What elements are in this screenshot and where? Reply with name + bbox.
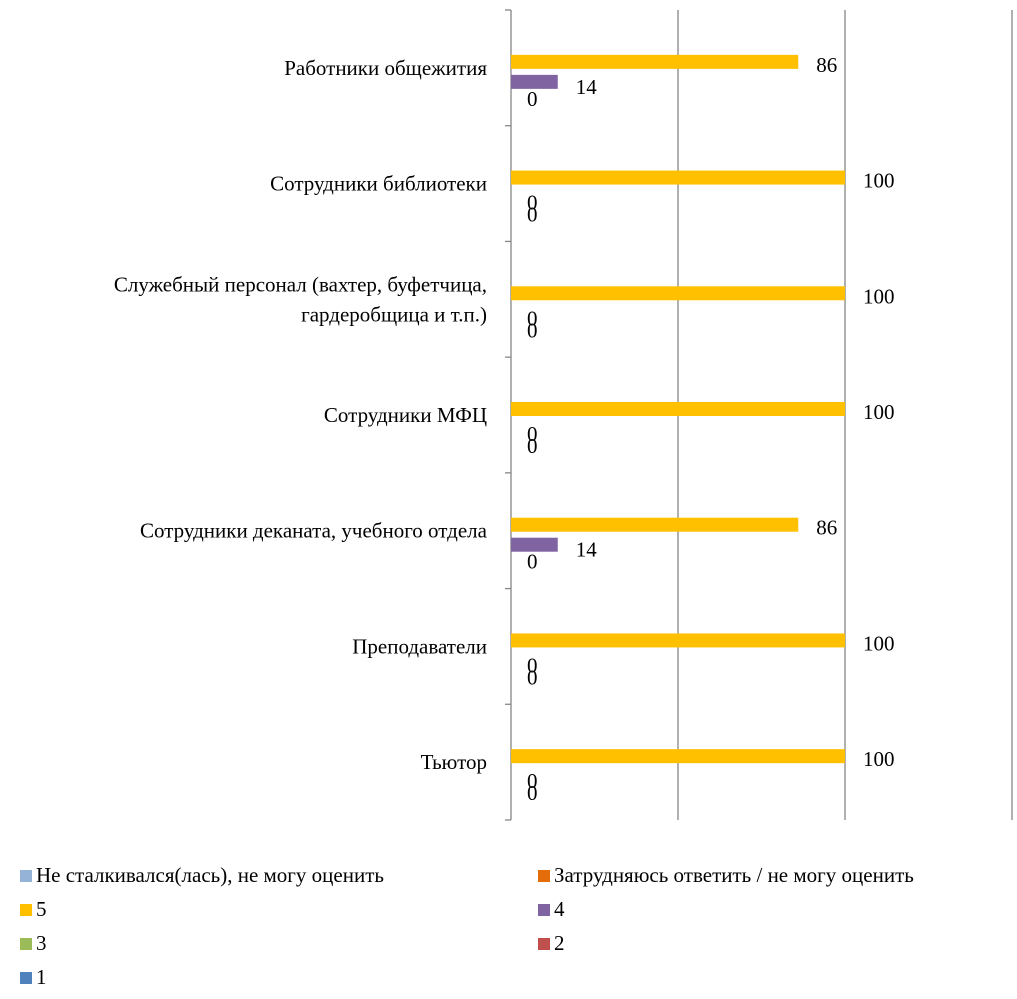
data-label: 0 bbox=[527, 87, 538, 111]
bar bbox=[511, 749, 845, 764]
legend-swatch bbox=[538, 938, 550, 950]
data-label: 100 bbox=[863, 169, 895, 193]
data-label: 14 bbox=[576, 538, 598, 562]
data-label: 0 bbox=[527, 191, 538, 215]
category-label: Сотрудники библиотеки bbox=[270, 172, 487, 196]
legend-label: Не сталкивался(лась), не могу оценить bbox=[36, 863, 384, 887]
data-label: 100 bbox=[863, 631, 895, 655]
category-label: Сотрудники МФЦ bbox=[324, 403, 487, 427]
data-label: 86 bbox=[816, 53, 837, 77]
bar bbox=[511, 54, 799, 69]
legend-swatch bbox=[20, 904, 32, 916]
data-label: 0 bbox=[527, 434, 538, 458]
category-label: Тьютор bbox=[421, 750, 487, 774]
bar bbox=[511, 286, 845, 301]
data-label: 0 bbox=[527, 306, 538, 330]
bar bbox=[511, 170, 845, 185]
legend-label: 4 bbox=[554, 897, 565, 921]
bar-chart: Работники общежития Сотрудники библиотеки… bbox=[114, 9, 1013, 821]
legend-item: 4 bbox=[538, 896, 1008, 922]
data-label: 86 bbox=[816, 516, 837, 540]
legend-label: 1 bbox=[36, 965, 47, 989]
bar bbox=[511, 517, 799, 532]
legend-swatch bbox=[20, 938, 32, 950]
bar bbox=[511, 537, 558, 552]
data-label: 0 bbox=[527, 665, 538, 689]
category-label: Преподаватели bbox=[352, 634, 487, 658]
data-label: 0 bbox=[527, 203, 538, 227]
legend-label: 3 bbox=[36, 931, 47, 955]
data-label: 0 bbox=[527, 550, 538, 574]
data-label: 0 bbox=[527, 769, 538, 793]
data-label: 100 bbox=[863, 747, 895, 771]
legend-item: 1 bbox=[20, 964, 538, 990]
data-label: 0 bbox=[527, 653, 538, 677]
category-label: Служебный персонал (вахтер, буфетчица, bbox=[114, 272, 487, 296]
data-label: 14 bbox=[576, 75, 598, 99]
data-label: 0 bbox=[527, 781, 538, 805]
legend-swatch bbox=[538, 870, 550, 882]
data-label: 100 bbox=[863, 400, 895, 424]
data-label: 0 bbox=[527, 422, 538, 446]
category-label: гардеробщица и т.п.) bbox=[301, 302, 487, 326]
legend-label: 2 bbox=[554, 931, 565, 955]
legend-item: Не сталкивался(лась), не могу оценить bbox=[20, 862, 538, 888]
legend-item: 3 bbox=[20, 930, 538, 956]
legend-label: 5 bbox=[36, 897, 47, 921]
category-label: Работники общежития bbox=[284, 56, 487, 80]
bar bbox=[511, 74, 558, 89]
data-label: 0 bbox=[527, 318, 538, 342]
legend-swatch bbox=[20, 870, 32, 882]
chart-legend: Не сталкивался(лась), не могу оценить Зат… bbox=[20, 862, 1010, 990]
legend-swatch bbox=[20, 972, 32, 984]
data-label: 100 bbox=[863, 284, 895, 308]
legend-item: 5 bbox=[20, 896, 538, 922]
bar bbox=[511, 402, 845, 416]
legend-swatch bbox=[538, 904, 550, 916]
legend-item: 2 bbox=[538, 930, 1008, 956]
category-label: Сотрудники деканата, учебного отдела bbox=[140, 519, 488, 543]
bar bbox=[511, 633, 845, 648]
legend-item: Затрудняюсь ответить / не могу оценить bbox=[538, 862, 1008, 888]
legend-label: Затрудняюсь ответить / не могу оценить bbox=[554, 863, 914, 887]
